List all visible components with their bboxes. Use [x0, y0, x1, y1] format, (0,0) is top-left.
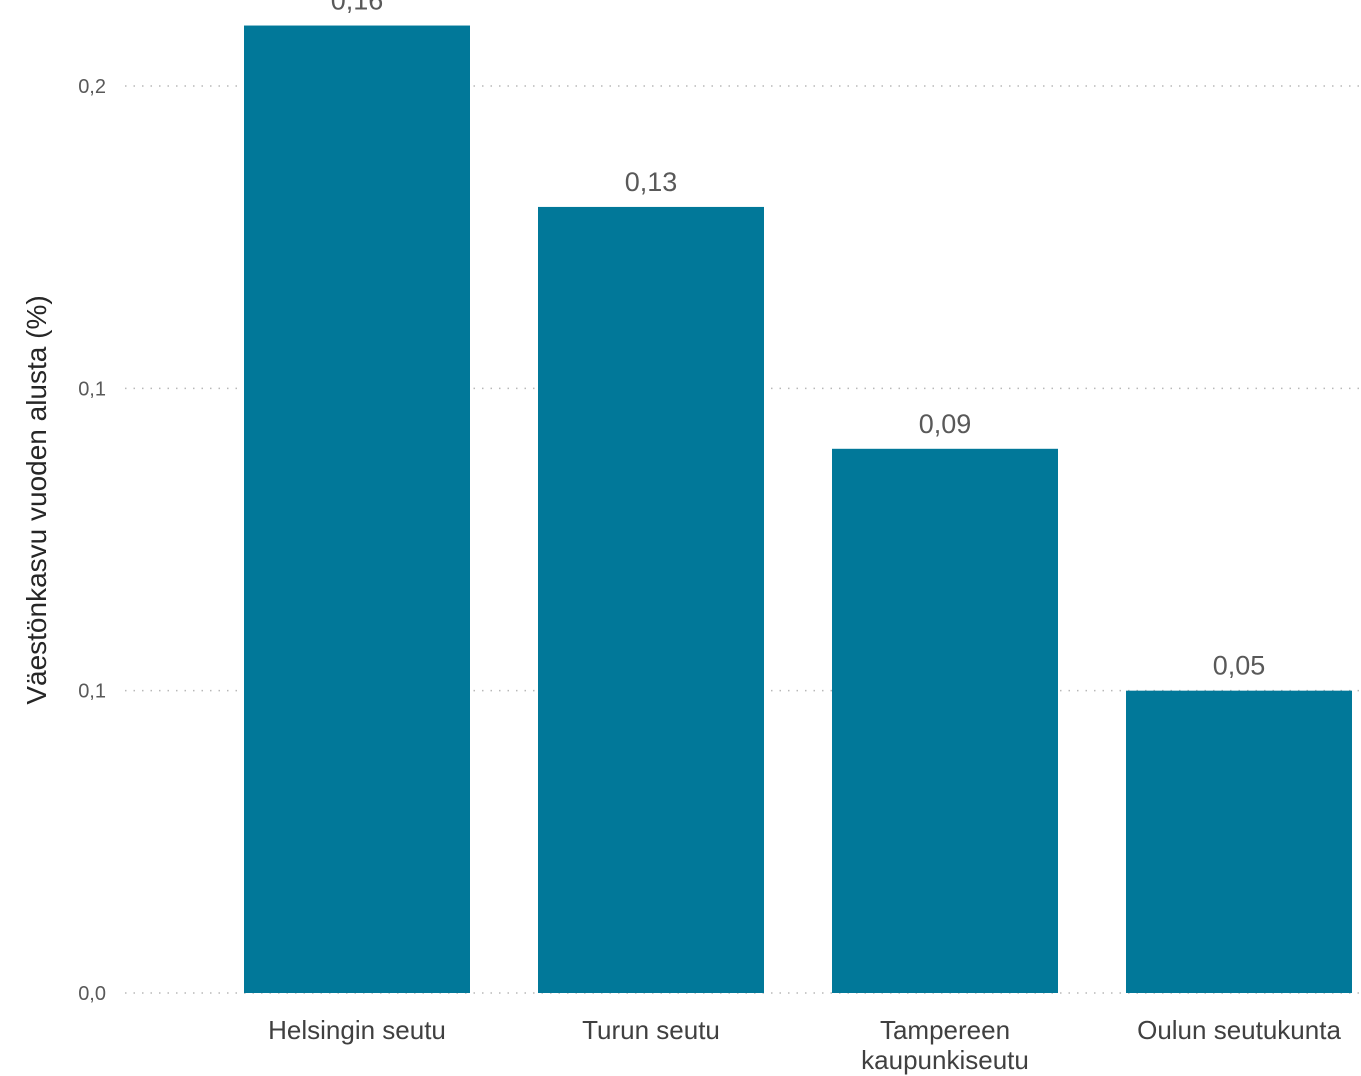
x-category-label-line: Turun seutu [582, 1015, 720, 1045]
data-label: 0,16 [331, 0, 384, 16]
bars [244, 25, 1352, 994]
y-tick-label: 0,2 [78, 76, 106, 98]
x-category-label: Oulun seutukunta [1137, 1015, 1341, 1045]
data-labels: 0,16 0,13 0,09 0,05 [331, 0, 1266, 681]
bar [538, 206, 764, 993]
x-category-label: Tampereen kaupunkiseutu [861, 1015, 1029, 1075]
y-axis-tick-labels: 0,0 0,1 0,1 0,2 [78, 76, 106, 1005]
data-label: 0,05 [1213, 651, 1266, 681]
y-tick-label: 0,1 [78, 378, 106, 400]
category-labels: Helsingin seutu Turun seutu Tampereen kaupu… [268, 1015, 1341, 1075]
x-category-label: Turun seutu [582, 1015, 720, 1045]
y-tick-label: 0,1 [78, 681, 106, 703]
bar [244, 25, 470, 994]
x-category-label: Helsingin seutu [268, 1015, 446, 1045]
x-category-label-line: kaupunkiseutu [861, 1045, 1029, 1075]
y-tick-label: 0,0 [78, 983, 106, 1005]
x-category-label-line: Tampereen [880, 1015, 1010, 1045]
bar [1126, 690, 1352, 993]
x-category-label-line: Oulun seutukunta [1137, 1015, 1341, 1045]
x-category-label-line: Helsingin seutu [268, 1015, 446, 1045]
data-label: 0,13 [625, 167, 678, 197]
data-label: 0,09 [919, 409, 972, 439]
bar [832, 448, 1058, 993]
y-axis-title: Väestönkasvu vuoden alusta (%) [21, 295, 52, 704]
